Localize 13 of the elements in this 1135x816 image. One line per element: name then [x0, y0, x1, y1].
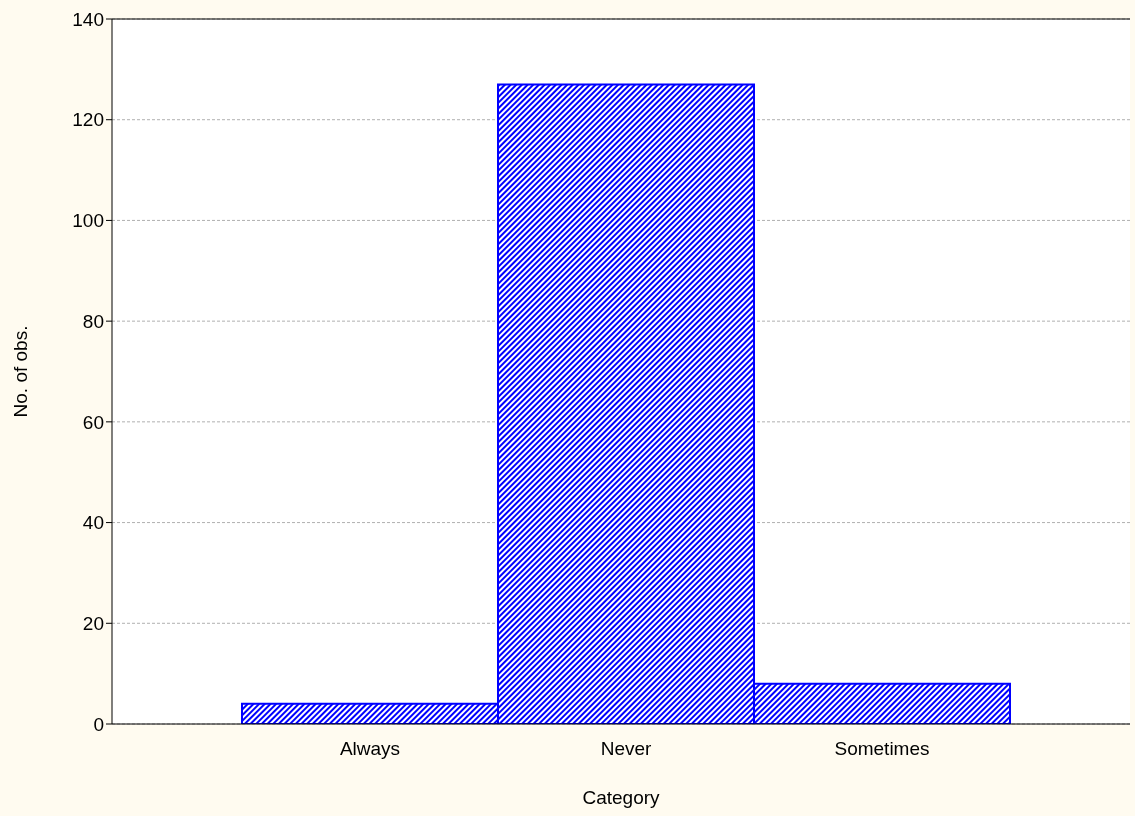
y-tick-label: 120 [72, 109, 104, 131]
x-tick-label: Sometimes [834, 738, 930, 760]
y-tick-label: 20 [82, 613, 104, 635]
x-tick-label: Always [339, 738, 401, 760]
y-tick-label: 140 [72, 8, 104, 30]
y-tick-label: 60 [82, 411, 104, 433]
y-axis-title: No. of obs. [9, 325, 31, 418]
y-tick-label: 40 [82, 512, 104, 534]
x-axis-title: Category [582, 787, 661, 808]
x-tick-label: Never [600, 738, 653, 760]
y-tick-label: 0 [93, 713, 104, 735]
y-tick-label: 80 [82, 310, 104, 332]
y-tick-label: 100 [72, 210, 104, 232]
